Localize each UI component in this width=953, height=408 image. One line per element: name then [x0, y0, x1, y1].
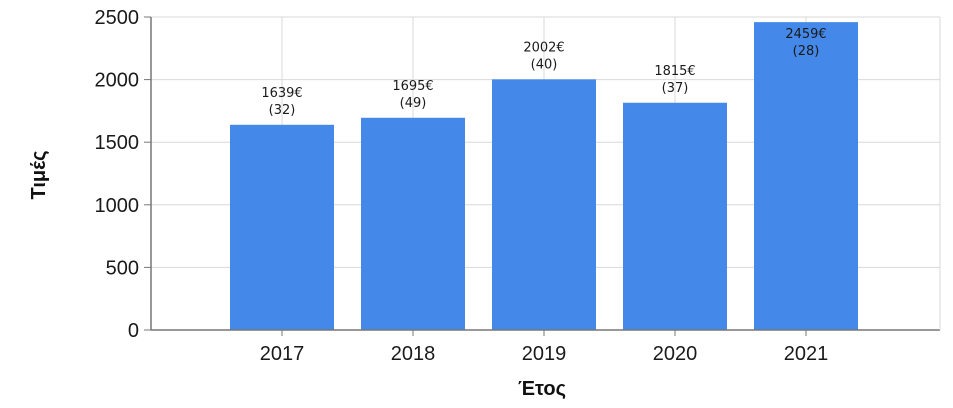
x-tick-label: 2019: [522, 343, 567, 365]
y-tick-label: 500: [106, 257, 139, 279]
x-tick-label: 2017: [260, 343, 305, 365]
x-tick-label: 2018: [391, 343, 436, 365]
bar-data-label: (49): [400, 96, 427, 111]
bar-2017: [230, 124, 334, 330]
x-tick-label: 2021: [784, 343, 829, 365]
y-tick-label: 1000: [95, 195, 140, 217]
y-axis-title: Τιμές: [28, 150, 50, 199]
bar-data-label: (37): [662, 81, 689, 96]
bar-data-label: 1639€: [261, 86, 302, 101]
bar-data-label: 1695€: [392, 79, 433, 94]
bar-data-label: 2002€: [523, 40, 564, 55]
bars: [230, 22, 858, 331]
x-axis-title: Έτος: [518, 378, 566, 400]
bar-data-label: (40): [531, 57, 558, 72]
y-tick-labels: 0 500 1000 1500 2000 2500: [95, 7, 140, 342]
y-tick-label: 0: [128, 320, 139, 342]
bar-2018: [361, 117, 465, 330]
x-tick-labels: 2017 2018 2019 2020 2021: [260, 343, 829, 365]
y-tick-label: 1500: [95, 132, 140, 154]
bar-2021: [754, 22, 858, 330]
bar-data-label: (32): [269, 103, 296, 118]
x-tick-label: 2020: [653, 343, 698, 365]
bar-2019: [492, 79, 596, 330]
bar-data-label: 1815€: [654, 64, 695, 79]
data-labels: 1639€ (32) 1695€ (49) 2002€ (40) 1815€ (37) 2459…: [261, 27, 826, 118]
y-tick-label: 2000: [95, 70, 140, 92]
y-tick-label: 2500: [95, 7, 140, 29]
bar-2020: [623, 102, 727, 331]
bar-data-label: 2459€: [785, 27, 826, 42]
axes: [144, 16, 941, 336]
bar-data-label: (28): [793, 44, 820, 59]
